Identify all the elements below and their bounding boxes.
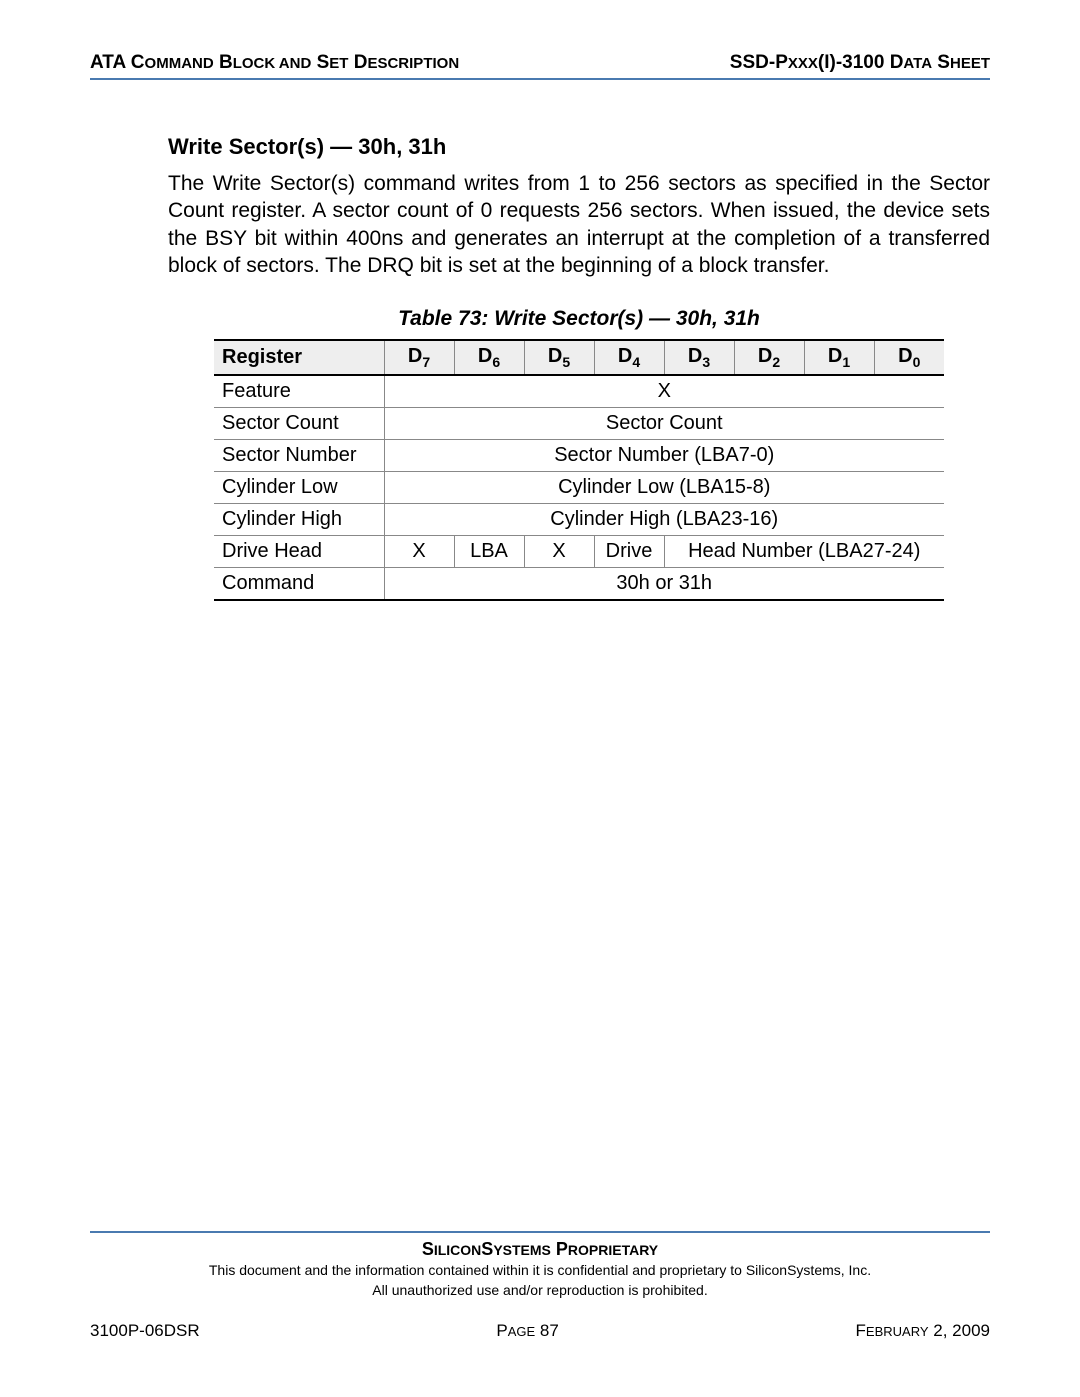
footer-date: FEBRUARY 2, 2009 [856, 1321, 990, 1341]
table-row: Sector Count Sector Count [214, 408, 944, 440]
footer-bottom-row: 3100P-06DSR PAGE 87 FEBRUARY 2, 2009 [90, 1321, 990, 1341]
section-heading: Write Sector(s) — 30h, 31h [168, 134, 990, 160]
col-d6: D6 [454, 340, 524, 375]
table-row: Sector Number Sector Number (LBA7-0) [214, 440, 944, 472]
cell-d5: X [524, 536, 594, 568]
footer-confidential-2: All unauthorized use and/or reproduction… [90, 1282, 990, 1300]
table-header-row: Register D7 D6 D5 D4 D3 D2 D1 D0 [214, 340, 944, 375]
cell-register: Feature [214, 375, 384, 408]
table-caption: Table 73: Write Sector(s) — 30h, 31h [168, 307, 990, 331]
page-header: ATA COMMAND BLOCK AND SET DESCRIPTION SS… [90, 52, 990, 80]
table-row: Command 30h or 31h [214, 568, 944, 601]
col-register: Register [214, 340, 384, 375]
col-d3: D3 [664, 340, 734, 375]
footer-proprietary: SILICONSYSTEMS PROPRIETARY [90, 1239, 990, 1260]
col-d4: D4 [594, 340, 664, 375]
table-row: Cylinder High Cylinder High (LBA23-16) [214, 504, 944, 536]
cell-register: Cylinder High [214, 504, 384, 536]
cell-register: Cylinder Low [214, 472, 384, 504]
cell-d4: Drive [594, 536, 664, 568]
header-left: ATA COMMAND BLOCK AND SET DESCRIPTION [90, 52, 459, 74]
col-d5: D5 [524, 340, 594, 375]
col-d0: D0 [874, 340, 944, 375]
col-d2: D2 [734, 340, 804, 375]
register-table: Register D7 D6 D5 D4 D3 D2 D1 D0 Feature… [214, 339, 944, 601]
cell-d7: X [384, 536, 454, 568]
cell-register: Sector Count [214, 408, 384, 440]
cell-register: Command [214, 568, 384, 601]
col-d1: D1 [804, 340, 874, 375]
footer-rule [90, 1231, 990, 1233]
cell-value: Sector Number (LBA7-0) [384, 440, 944, 472]
page: ATA COMMAND BLOCK AND SET DESCRIPTION SS… [0, 0, 1080, 1397]
cell-register: Sector Number [214, 440, 384, 472]
table-row: Feature X [214, 375, 944, 408]
footer-page: PAGE 87 [496, 1321, 558, 1341]
cell-register: Drive Head [214, 536, 384, 568]
table-row: Drive Head X LBA X Drive Head Number (LB… [214, 536, 944, 568]
cell-value: X [384, 375, 944, 408]
content-area: Write Sector(s) — 30h, 31h The Write Sec… [90, 134, 990, 601]
cell-d6: LBA [454, 536, 524, 568]
section-paragraph: The Write Sector(s) command writes from … [168, 170, 990, 279]
cell-value: Cylinder Low (LBA15-8) [384, 472, 944, 504]
footer-doc-id: 3100P-06DSR [90, 1321, 200, 1341]
cell-head-number: Head Number (LBA27-24) [664, 536, 944, 568]
page-footer: SILICONSYSTEMS PROPRIETARY This document… [90, 1231, 990, 1341]
cell-value: Cylinder High (LBA23-16) [384, 504, 944, 536]
header-right: SSD-PXXX(I)-3100 DATA SHEET [730, 52, 990, 74]
footer-confidential-1: This document and the information contai… [90, 1262, 990, 1280]
col-d7: D7 [384, 340, 454, 375]
table-row: Cylinder Low Cylinder Low (LBA15-8) [214, 472, 944, 504]
cell-value: Sector Count [384, 408, 944, 440]
cell-value: 30h or 31h [384, 568, 944, 601]
